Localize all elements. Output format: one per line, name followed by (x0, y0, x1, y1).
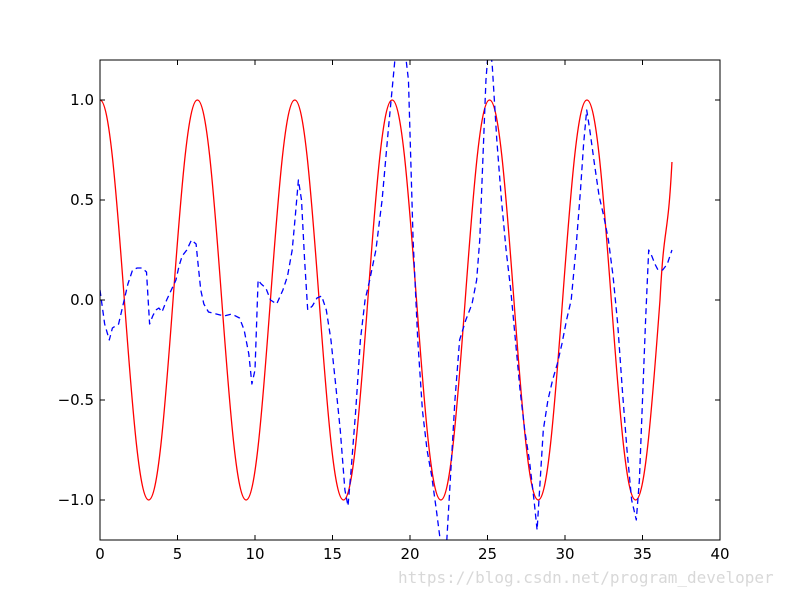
x-tick-label: 25 (478, 545, 497, 563)
x-tick-label: 40 (710, 545, 729, 563)
x-tick-label: 5 (173, 545, 183, 563)
y-tick-label: 1.0 (70, 91, 94, 109)
x-tick-label: 30 (555, 545, 574, 563)
x-tick-label: 0 (95, 545, 105, 563)
y-tick-label: 0.5 (70, 191, 94, 209)
series-line-1 (100, 99, 673, 501)
x-tick-label: 15 (323, 545, 342, 563)
x-tick-label: 20 (400, 545, 419, 563)
x-tick-label: 10 (245, 545, 264, 563)
x-tick-label: 35 (633, 545, 652, 563)
y-tick-label: 0.0 (70, 291, 94, 309)
y-tick-label: −0.5 (58, 391, 94, 409)
watermark: https://blog.csdn.net/program_developer (398, 568, 774, 587)
plot-background (100, 60, 720, 540)
y-tick-label: −1.0 (58, 491, 94, 509)
series-line-2 (100, 60, 673, 540)
